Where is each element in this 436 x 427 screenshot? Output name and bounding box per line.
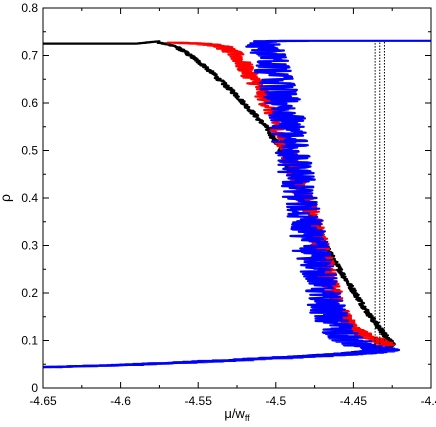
x-tick-label: -4.65 [29,394,57,408]
y-tick-label: 0 [31,381,38,395]
x-tick-label: -4.4 [421,394,436,408]
dotted-lines [374,41,385,350]
x-axis-label-main: μ/w [224,406,245,421]
x-tick-label: -4.45 [340,394,368,408]
y-tick-label: 0.7 [21,49,38,63]
x-tick-label: -4.6 [110,394,131,408]
y-tick-label: 0.8 [21,1,38,15]
y-axis-label: ρ [0,194,13,202]
x-tick-label: -4.55 [185,394,213,408]
x-tick-label: -4.5 [265,394,286,408]
series-line-1 [43,40,161,45]
y-tick-label: 0.1 [21,334,38,348]
y-tick-label: 0.5 [21,144,38,158]
y-tick-label: 0.6 [21,96,38,110]
x-axis-label: μ/wff [224,406,250,423]
axis-ticks: -4.65 -4.6 -4.55 -4.5 -4.45 -4.4 0 0.1 0.2 0.3 0.4… [21,1,436,408]
y-tick-label: 0.4 [21,191,38,205]
y-tick-label: 0.3 [21,239,38,253]
y-tick-label: 0.2 [21,286,38,300]
series-layer [43,39,431,369]
series-line-4 [43,39,431,369]
x-axis-label-sub: ff [245,413,250,423]
